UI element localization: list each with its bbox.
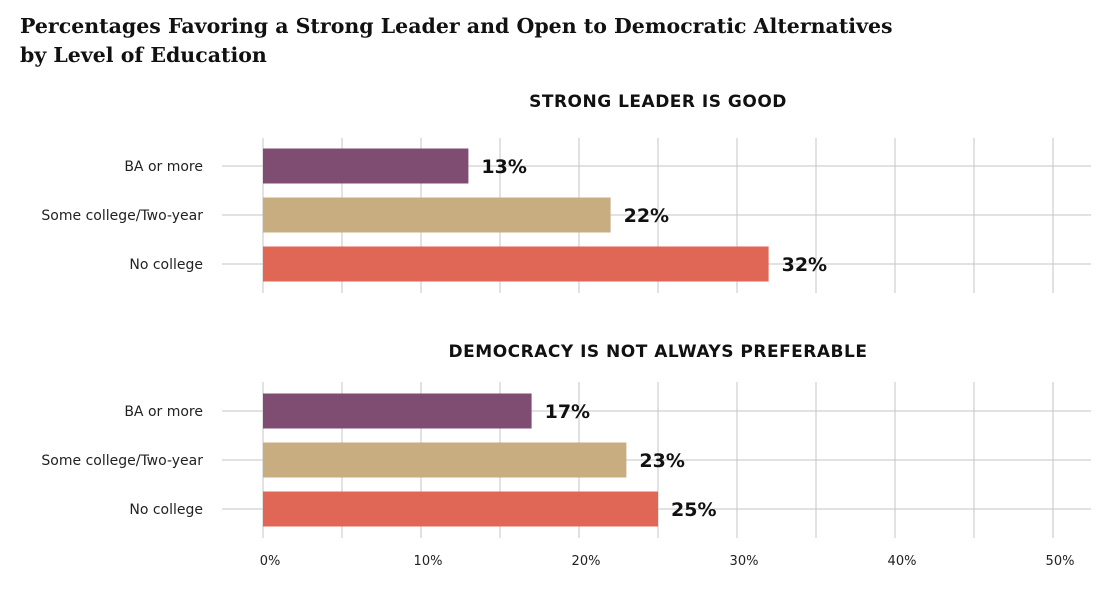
chart-title: Percentages Favoring a Strong Leader and… <box>20 12 920 70</box>
panel-2-category-label: BA or more <box>124 404 203 420</box>
x-tick-label: 10% <box>414 554 443 569</box>
panel-2-title: DEMOCRACY IS NOT ALWAYS PREFERABLE <box>449 342 868 362</box>
panel-2-category-label: No college <box>129 502 203 518</box>
panel-1-category-label: BA or more <box>124 159 203 175</box>
panel-1-category-label: Some college/Two-year <box>41 208 203 224</box>
x-tick-label: 0% <box>260 554 281 569</box>
panel-1-title: STRONG LEADER IS GOOD <box>529 92 787 112</box>
x-tick-label: 50% <box>1046 554 1075 569</box>
panel-2-value-label: 25% <box>671 499 716 521</box>
panel-1-value-label: 22% <box>624 205 669 227</box>
x-tick-label: 20% <box>572 554 601 569</box>
chart-title-line-1: Percentages Favoring a Strong Leader and… <box>20 14 893 38</box>
panel-2-bar <box>263 442 627 478</box>
panel-1-bar <box>263 197 611 233</box>
x-tick-label: 40% <box>888 554 917 569</box>
chart-title-line-2: by Level of Education <box>20 43 267 67</box>
panel-2-value-label: 23% <box>639 450 684 472</box>
panel-1-value-label: 32% <box>782 254 827 276</box>
panel-2-bar <box>263 393 532 429</box>
panel-1-value-label: 13% <box>481 156 526 178</box>
panel-1-bar <box>263 246 769 282</box>
panel-2-value-label: 17% <box>545 401 590 423</box>
panel-2-bar <box>263 491 658 527</box>
x-tick-label: 30% <box>730 554 759 569</box>
panel-1-category-label: No college <box>129 257 203 273</box>
panel-1-bar <box>263 148 469 184</box>
panel-2-category-label: Some college/Two-year <box>41 453 203 469</box>
